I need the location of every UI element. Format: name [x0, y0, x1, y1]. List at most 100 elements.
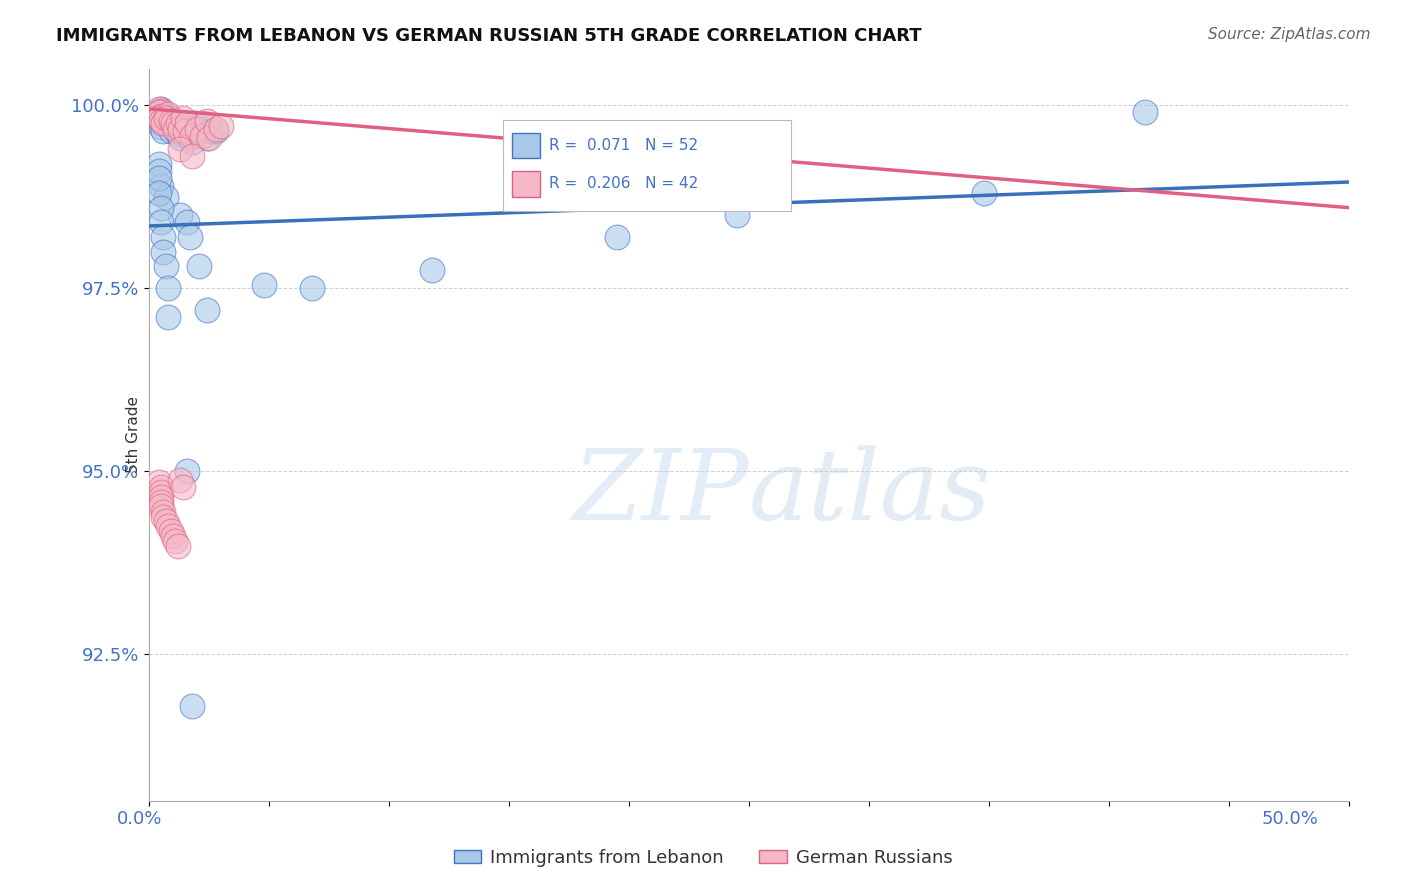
- Point: [148, 112, 170, 126]
- Point: [152, 124, 174, 138]
- Point: [172, 480, 194, 494]
- Point: [725, 208, 748, 222]
- Text: 0.0%: 0.0%: [117, 810, 162, 828]
- Point: [198, 131, 221, 145]
- Point: [301, 281, 323, 295]
- Point: [186, 128, 208, 142]
- Point: [169, 142, 191, 156]
- Point: [172, 116, 194, 130]
- Point: [155, 259, 177, 273]
- Point: [169, 121, 191, 136]
- Point: [174, 124, 197, 138]
- Point: [165, 121, 187, 136]
- Point: [973, 186, 995, 200]
- Text: ZIP: ZIP: [572, 446, 749, 541]
- Point: [149, 116, 172, 130]
- Point: [179, 124, 201, 138]
- Point: [149, 102, 172, 116]
- Point: [420, 263, 443, 277]
- Point: [157, 519, 180, 533]
- Point: [190, 128, 212, 143]
- Point: [165, 533, 187, 548]
- Point: [152, 116, 174, 130]
- Point: [162, 529, 184, 543]
- Point: [152, 504, 174, 518]
- Point: [176, 215, 198, 229]
- Point: [209, 119, 232, 133]
- Point: [200, 124, 222, 138]
- Point: [157, 107, 180, 121]
- Point: [152, 509, 174, 524]
- Point: [149, 109, 172, 123]
- Point: [149, 114, 172, 128]
- Point: [1133, 105, 1156, 120]
- Point: [190, 116, 212, 130]
- Point: [165, 120, 187, 134]
- Point: [174, 124, 197, 138]
- Point: [166, 128, 188, 142]
- Point: [148, 105, 170, 120]
- Point: [176, 116, 198, 130]
- Text: Source: ZipAtlas.com: Source: ZipAtlas.com: [1208, 27, 1371, 42]
- Point: [162, 116, 184, 130]
- Point: [166, 116, 188, 130]
- Point: [157, 281, 180, 295]
- Point: [149, 103, 172, 118]
- Point: [148, 186, 170, 200]
- Point: [166, 539, 188, 553]
- Point: [155, 112, 177, 126]
- Text: 50.0%: 50.0%: [1263, 810, 1319, 828]
- Point: [195, 303, 218, 318]
- Point: [148, 164, 170, 178]
- Point: [181, 149, 204, 163]
- Text: IMMIGRANTS FROM LEBANON VS GERMAN RUSSIAN 5TH GRADE CORRELATION CHART: IMMIGRANTS FROM LEBANON VS GERMAN RUSSIA…: [56, 27, 922, 45]
- Y-axis label: 5th Grade: 5th Grade: [125, 396, 141, 473]
- Point: [172, 112, 194, 126]
- Point: [205, 124, 228, 138]
- Point: [149, 178, 172, 193]
- Point: [179, 230, 201, 244]
- Point: [176, 128, 198, 142]
- Point: [181, 698, 204, 713]
- Point: [606, 230, 628, 244]
- Point: [155, 189, 177, 203]
- Point: [183, 116, 205, 130]
- Point: [149, 201, 172, 215]
- Point: [176, 464, 198, 478]
- Point: [148, 157, 170, 171]
- Point: [169, 208, 191, 222]
- Point: [188, 259, 211, 273]
- Point: [169, 473, 191, 487]
- Point: [157, 109, 180, 123]
- Point: [159, 114, 181, 128]
- Point: [181, 135, 204, 149]
- Point: [195, 131, 218, 145]
- Point: [253, 277, 276, 292]
- Point: [149, 480, 172, 494]
- Point: [159, 124, 181, 138]
- Point: [149, 120, 172, 134]
- Point: [166, 124, 188, 138]
- Point: [205, 121, 228, 136]
- Point: [162, 116, 184, 130]
- Point: [157, 310, 180, 325]
- Text: atlas: atlas: [749, 446, 991, 541]
- Legend: Immigrants from Lebanon, German Russians: Immigrants from Lebanon, German Russians: [447, 842, 959, 874]
- Point: [152, 244, 174, 259]
- Point: [148, 171, 170, 186]
- Point: [159, 524, 181, 539]
- Point: [152, 230, 174, 244]
- Point: [149, 490, 172, 504]
- Point: [148, 475, 170, 490]
- Point: [149, 500, 172, 514]
- Point: [181, 128, 204, 143]
- Point: [149, 215, 172, 229]
- Point: [148, 105, 170, 120]
- Point: [149, 484, 172, 499]
- Point: [148, 112, 170, 127]
- Point: [155, 116, 177, 130]
- Point: [155, 514, 177, 528]
- Point: [169, 131, 191, 145]
- Point: [195, 114, 218, 128]
- Point: [149, 495, 172, 509]
